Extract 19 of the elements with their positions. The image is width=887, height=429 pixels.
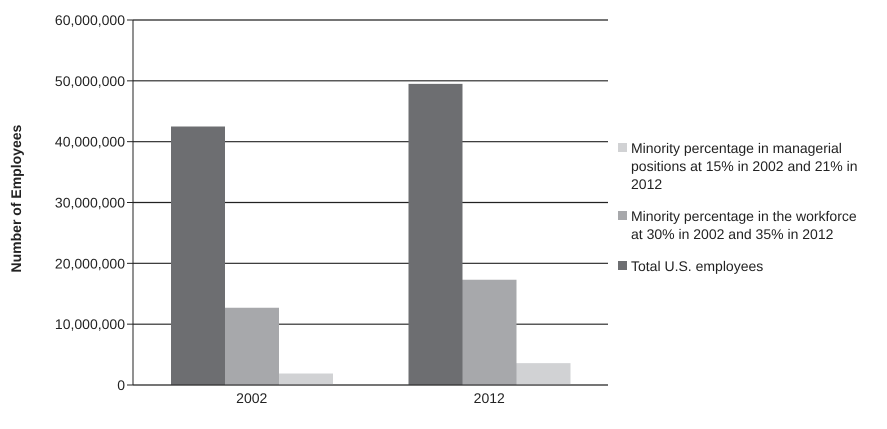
y-tick-label: 10,000,000	[54, 316, 126, 332]
y-tick-label: 20,000,000	[54, 255, 126, 272]
legend-label: Minority percentage in the workforce at 30% in 2002 and 35% in 2012	[631, 208, 857, 242]
bar	[225, 308, 279, 385]
bar	[462, 280, 516, 385]
y-axis-title: Number of Employees	[8, 124, 24, 272]
legend-label: Total U.S. employees	[631, 258, 764, 274]
bar	[171, 126, 225, 385]
x-tick-label: 2002	[236, 390, 268, 406]
y-tick-label: 40,000,000	[54, 134, 126, 150]
y-tick-label: 0	[117, 376, 126, 393]
x-tick-label: 2012	[474, 390, 506, 406]
legend-label: Minority percentage in managerial positions at 15% in 2002 and 21% in 2012	[631, 140, 858, 192]
bar	[516, 363, 570, 385]
y-tick-label: 60,000,000	[54, 12, 126, 28]
y-tick-label: 30,000,000	[54, 194, 126, 210]
bar	[279, 373, 333, 385]
y-tick-label: 50,000,000	[54, 72, 126, 89]
bar	[408, 84, 462, 385]
